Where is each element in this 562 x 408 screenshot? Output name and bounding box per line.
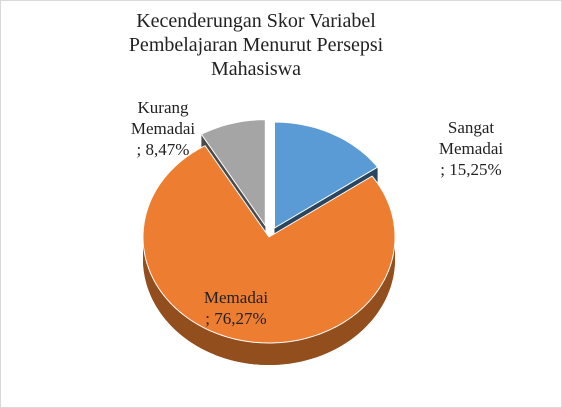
slice <box>200 119 266 228</box>
category-label: Memadai <box>203 288 269 307</box>
slice <box>274 121 379 229</box>
slice <box>142 145 396 344</box>
data-label: Sangat Memadai ; 15,25% <box>421 117 521 180</box>
value-label: ; 15,25% <box>440 160 502 179</box>
value-label: ; 8,47% <box>136 140 190 159</box>
chart-title: Kecenderungan Skor Variabel Pembelajaran… <box>128 10 384 80</box>
category-label: Sangat Memadai <box>438 118 504 158</box>
value-label: ; 76,27% <box>205 309 267 328</box>
category-label: Kurang Memadai <box>130 98 196 138</box>
data-label: Kurang Memadai ; 8,47% <box>113 97 213 160</box>
slice-wall <box>143 237 395 365</box>
data-label: Memadai ; 76,27% <box>181 287 291 329</box>
